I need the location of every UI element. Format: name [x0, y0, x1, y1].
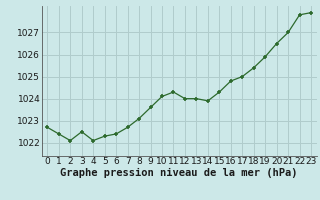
X-axis label: Graphe pression niveau de la mer (hPa): Graphe pression niveau de la mer (hPa) [60, 168, 298, 178]
